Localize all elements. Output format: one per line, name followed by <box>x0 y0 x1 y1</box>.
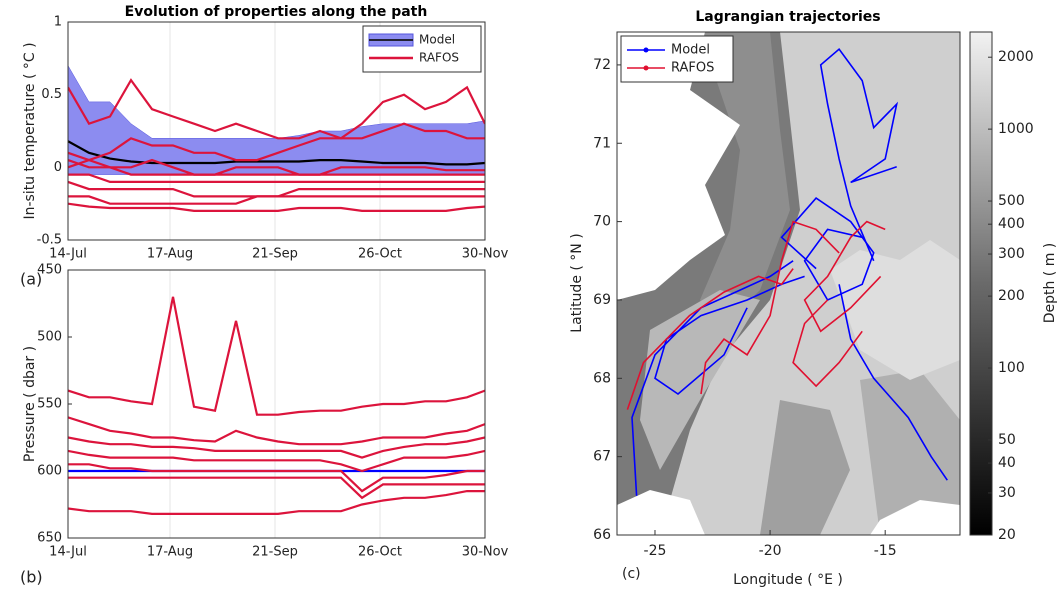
track-line <box>68 476 485 500</box>
y-tick-label: 550 <box>37 397 62 412</box>
track-line <box>68 416 485 446</box>
panel-label: (b) <box>20 568 43 587</box>
line <box>68 140 485 166</box>
legend-marker <box>643 65 649 71</box>
x-tick-label: 21-Sep <box>252 545 298 560</box>
colorbar-tick-label: 30 <box>998 485 1016 501</box>
x-axis-label: Longitude ( °E ) <box>733 572 843 588</box>
track-line <box>68 296 485 416</box>
legend-marker <box>643 47 649 53</box>
x-tick-label: 14-Jul <box>49 545 87 560</box>
track-line <box>68 173 485 183</box>
y-axis-label: Pressure ( dbar ) <box>22 346 38 462</box>
legend-label: RAFOS <box>419 51 459 65</box>
y-tick-label: 0.5 <box>41 87 62 102</box>
x-tick-label: 26-Oct <box>358 247 402 262</box>
colorbar-tick-label: 1000 <box>998 121 1034 137</box>
trajectory <box>780 197 875 302</box>
y-tick-label: 650 <box>37 531 62 546</box>
panel-label: (c) <box>622 566 641 582</box>
chart-title: Lagrangian trajectories <box>695 9 880 25</box>
trajectory <box>838 284 948 481</box>
x-tick-label: 30-Nov <box>462 247 509 262</box>
trajectory <box>803 220 886 333</box>
panel-label: (a) <box>20 270 42 289</box>
y-tick-label: -0.5 <box>37 233 62 248</box>
y-axis-label: In-situ temperature ( °C ) <box>22 42 38 219</box>
legend-label: Model <box>671 43 710 58</box>
colorbar-tick-label: 200 <box>998 288 1025 304</box>
y-tick-label: 67 <box>593 449 611 465</box>
x-tick-label: 17-Aug <box>147 545 193 560</box>
x-tick-label: -25 <box>644 543 667 559</box>
x-tick-label: 14-Jul <box>49 247 87 262</box>
axes-frame <box>67 269 486 539</box>
track-line <box>68 195 485 205</box>
colorbar-tick-label: 500 <box>998 193 1025 209</box>
track-line <box>68 202 485 212</box>
track-line <box>68 463 485 493</box>
colorbar-tick-label: 40 <box>998 455 1016 471</box>
colorbar-tick-label: 50 <box>998 432 1016 448</box>
x-tick-label: -15 <box>874 543 897 559</box>
legend-box <box>620 35 734 83</box>
y-tick-label: 72 <box>593 57 611 73</box>
y-tick-label: 68 <box>593 370 611 386</box>
y-tick-label: 1 <box>54 15 62 30</box>
colorbar-tick-label: 300 <box>998 246 1025 262</box>
y-tick-label: 0 <box>54 160 62 175</box>
x-tick-label: 17-Aug <box>147 247 193 262</box>
chart-title: Evolution of properties along the path <box>125 4 428 20</box>
track-line <box>68 436 485 459</box>
bathymetry <box>617 32 960 535</box>
y-tick-label: 70 <box>593 214 611 230</box>
track-line <box>68 159 485 176</box>
trajectory <box>792 299 863 388</box>
plot-area <box>68 296 485 515</box>
y-tick-label: 69 <box>593 292 611 308</box>
y-tick-label: 66 <box>593 527 611 543</box>
x-tick-label: -20 <box>759 543 782 559</box>
track-line <box>68 180 485 198</box>
track-line <box>68 122 485 162</box>
colorbar-tick-label: 100 <box>998 360 1025 376</box>
y-tick-label: 71 <box>593 135 611 151</box>
x-tick-label: 26-Oct <box>358 545 402 560</box>
plot-area <box>68 65 485 212</box>
axes-frame <box>616 31 961 536</box>
y-tick-label: 500 <box>37 330 62 345</box>
track-line <box>68 158 485 176</box>
track-line <box>68 449 485 473</box>
x-tick-label: 30-Nov <box>462 545 509 560</box>
colorbar-tick-label: 2000 <box>998 49 1034 65</box>
colorbar-label: Depth ( m ) <box>1042 243 1058 324</box>
colorbar <box>969 31 993 536</box>
legend-label: RAFOS <box>671 61 714 76</box>
trajectory <box>819 48 899 262</box>
y-tick-label: 600 <box>37 464 62 479</box>
legend-label: Model <box>419 33 455 47</box>
y-axis-label: Latitude ( °N ) <box>569 233 585 332</box>
track-line <box>68 78 485 140</box>
trajectory <box>700 220 840 395</box>
track-line <box>68 490 485 515</box>
colorbar-tick-label: 400 <box>998 216 1025 232</box>
axes-frame <box>67 21 486 241</box>
colorbar-tick-label: 20 <box>998 527 1016 543</box>
trajectory <box>626 268 794 410</box>
x-tick-label: 21-Sep <box>252 247 298 262</box>
y-tick-label: 450 <box>37 263 62 278</box>
